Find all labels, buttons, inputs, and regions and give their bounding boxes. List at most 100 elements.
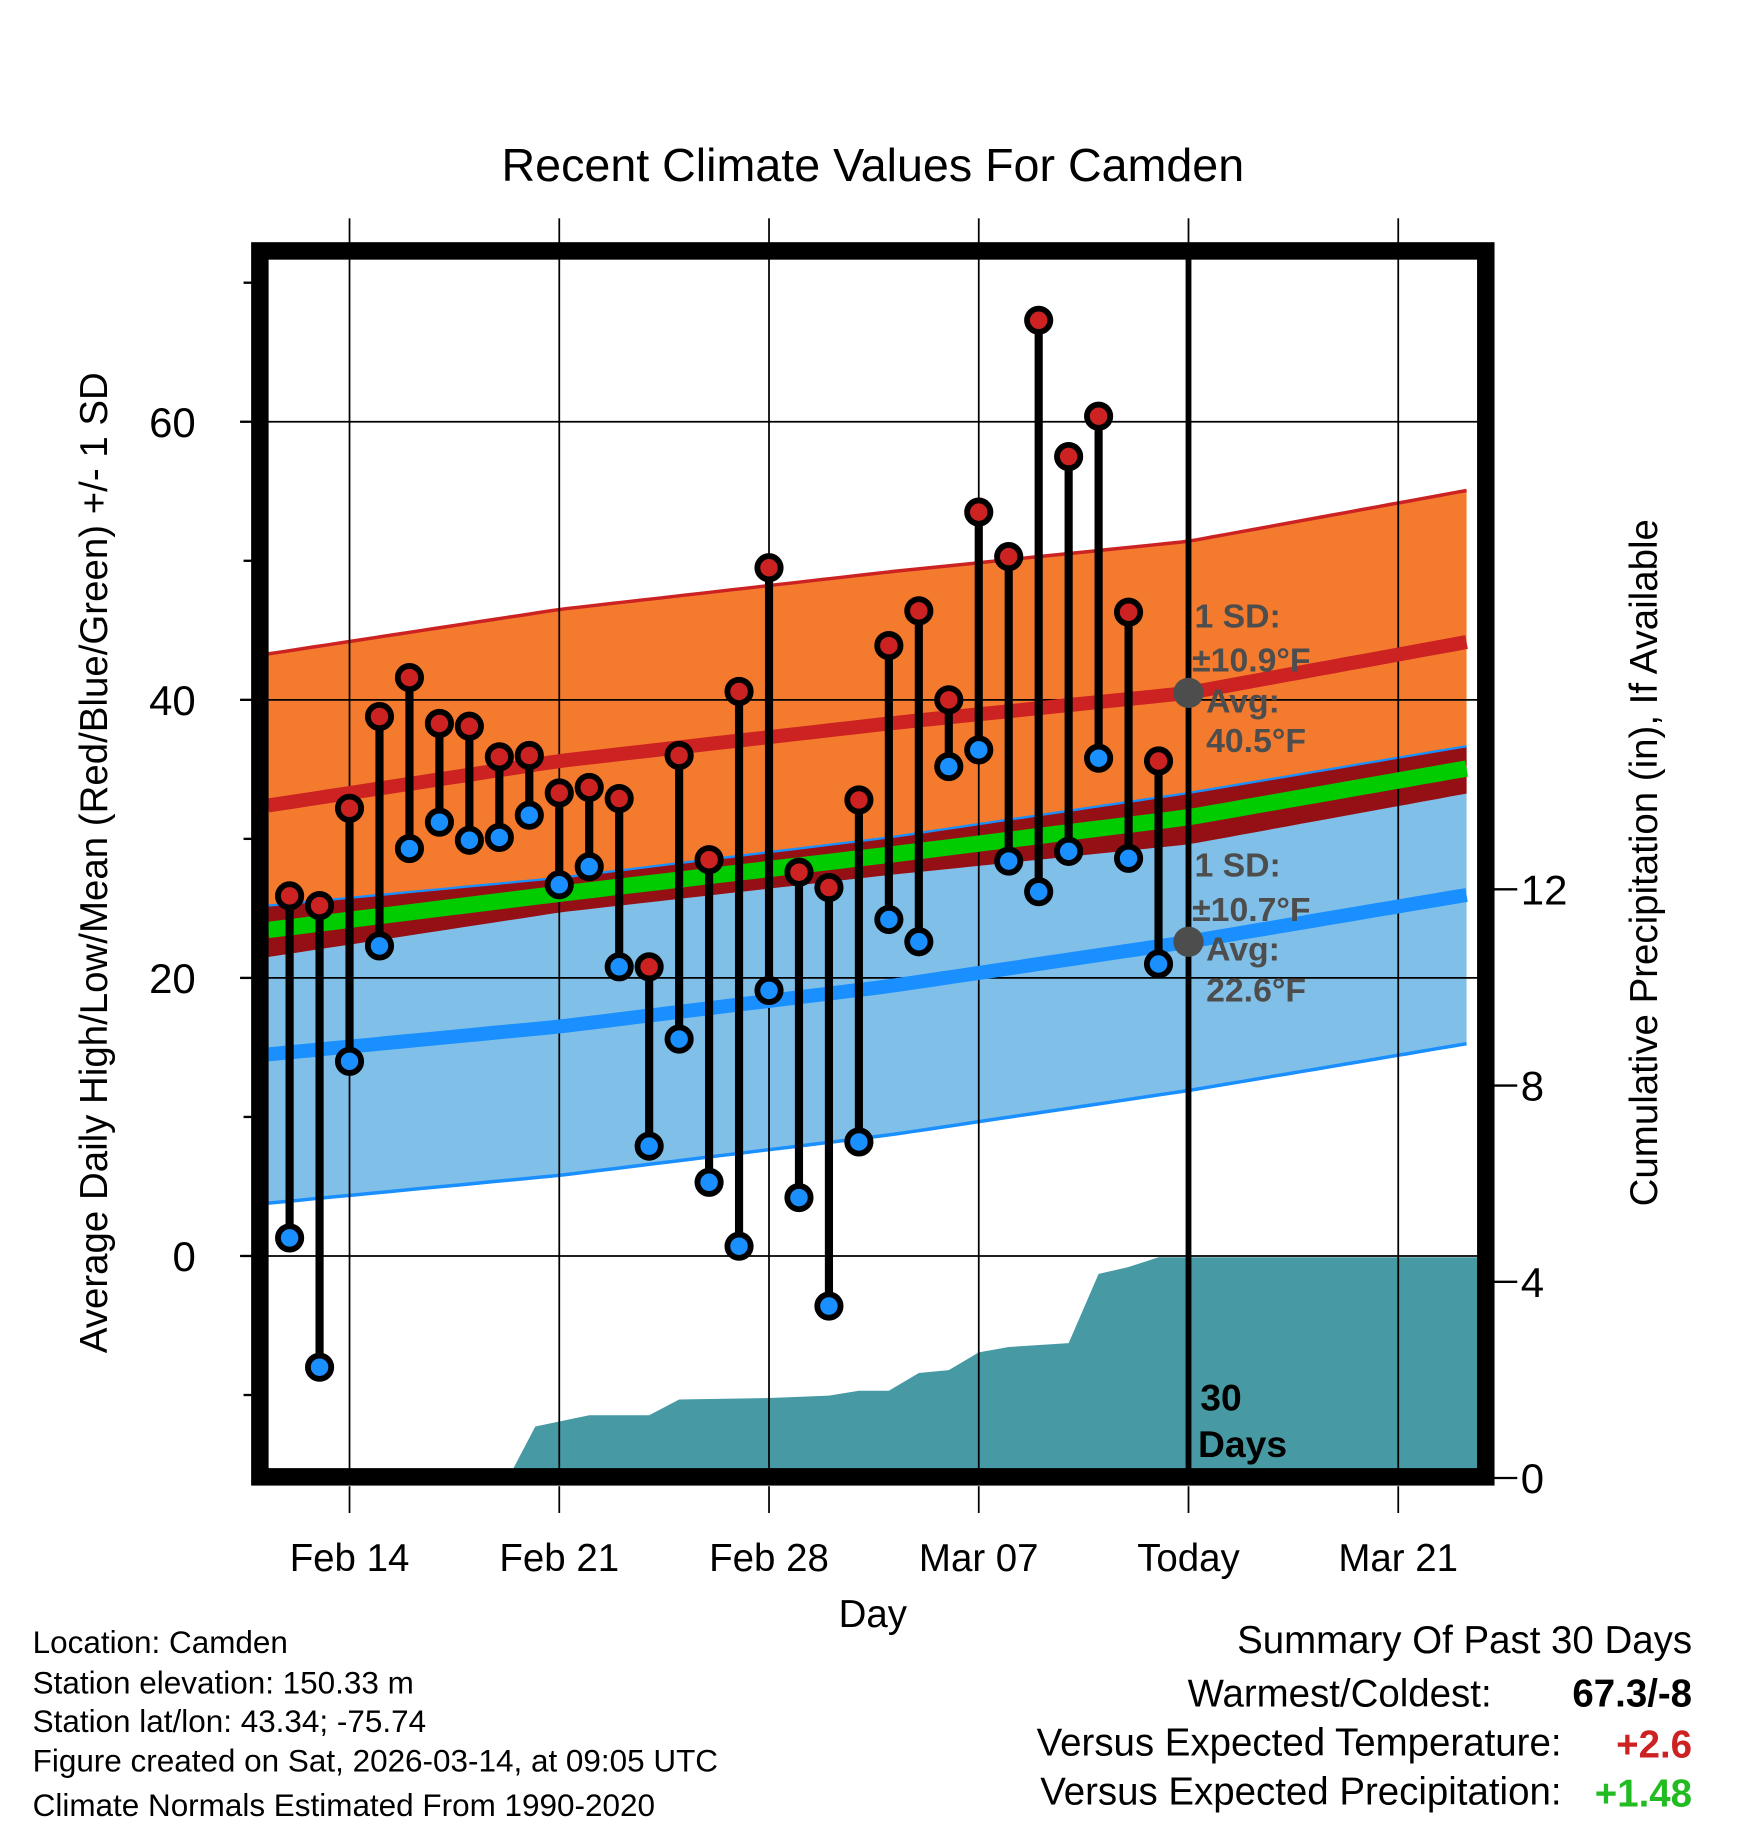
daily-high-point [1084, 401, 1114, 431]
daily-high-point [424, 708, 454, 739]
x-axis-label: Day [839, 1593, 908, 1636]
summary: Summary Of Past 30 Days Warmest/Coldest:… [1037, 1619, 1692, 1816]
y2-tick-label: 0 [1521, 1455, 1544, 1502]
daily-high-point [844, 785, 874, 815]
plot-frame [251, 242, 1495, 1486]
daily-low-point [1143, 949, 1174, 979]
daily-high-point [1114, 597, 1144, 627]
daily-high-point [754, 553, 784, 583]
daily-low-point [904, 927, 934, 957]
daily-high-point [544, 778, 574, 808]
info-latlon: Station lat/lon: 43.34; -75.74 [33, 1704, 426, 1739]
high-sd-label: 1 SD: [1194, 597, 1280, 635]
daily-low-point [1114, 843, 1144, 873]
high-sd-value: ±10.9°F [1192, 642, 1310, 680]
low-sd-upper-line [268, 745, 1467, 907]
y-tick-label: 20 [149, 955, 196, 1002]
daily-high-point [1054, 441, 1084, 472]
daily-high-point [724, 676, 754, 707]
x-tick-label: Feb 21 [499, 1537, 619, 1580]
low-sd-label: 1 SD: [1194, 847, 1280, 885]
y2-tick-label: 4 [1521, 1259, 1544, 1306]
summary-warmest-label: Warmest/Coldest: [1188, 1672, 1492, 1715]
daily-low-point [874, 904, 904, 935]
daily-low-point [1054, 836, 1084, 866]
high-avg-marker [1173, 677, 1204, 709]
daily-low-point [994, 846, 1024, 876]
daily-low-point [784, 1183, 814, 1213]
daily-high-point [634, 952, 664, 982]
y2-tick-label: 12 [1521, 866, 1568, 913]
y-tick-label: 0 [172, 1233, 195, 1280]
daily-high-point [1143, 746, 1174, 776]
daily-high-point [1024, 305, 1054, 335]
summary-temp-value: +2.6 [1616, 1724, 1692, 1767]
daily-low-point [604, 952, 634, 982]
daily-low-point [574, 852, 604, 882]
daily-low-point [634, 1131, 664, 1161]
daily-low-point [454, 825, 484, 855]
x-tick-label: Mar 07 [919, 1537, 1039, 1580]
y2-axis-label: Cumulative Precipitation (in), If Availa… [1623, 519, 1666, 1206]
x-tick-label: Mar 21 [1338, 1537, 1458, 1580]
daily-low-point [664, 1024, 694, 1054]
y2-tick-label: 8 [1521, 1063, 1544, 1110]
y-axis-label: Average Daily High/Low/Mean (Red/Blue/Gr… [73, 372, 116, 1353]
daily-low-point [694, 1167, 724, 1197]
daily-low-point [964, 735, 994, 765]
daily-low-point [544, 870, 574, 900]
daily-low-point [364, 931, 395, 961]
daily-low-point [275, 1223, 305, 1253]
days-count-unit: Days [1198, 1423, 1287, 1465]
days-count-label: 30 [1200, 1376, 1241, 1418]
daily-high-point [454, 711, 484, 741]
x-tick-label: Feb 14 [290, 1537, 410, 1580]
summary-title: Summary Of Past 30 Days [1237, 1619, 1692, 1662]
station-info: Location: Camden Station elevation: 150.… [33, 1625, 718, 1823]
mean-normal-line [268, 760, 1468, 939]
daily-low-point [514, 800, 544, 830]
daily-high-point [664, 740, 694, 771]
x-tick-label: Today [1137, 1537, 1240, 1580]
daily-high-point [964, 497, 994, 527]
info-elevation: Station elevation: 150.33 m [33, 1666, 414, 1701]
low-normal-line [268, 888, 1468, 1062]
daily-low-point [304, 1352, 335, 1382]
daily-high-point [994, 542, 1024, 572]
low-avg-marker [1173, 926, 1204, 957]
y-tick-label: 40 [149, 677, 196, 724]
plot-area [268, 259, 1478, 1469]
info-created: Figure created on Sat, 2026-03-14, at 09… [33, 1744, 718, 1779]
low-avg-value: 22.6°F [1206, 971, 1306, 1009]
daily-high-point [904, 596, 934, 626]
daily-high-point [394, 663, 425, 693]
high-sd-upper-line [268, 488, 1467, 656]
daily-high-point [364, 701, 395, 732]
chart-title: Recent Climate Values For Camden [502, 139, 1245, 191]
low-avg-label: Avg: [1206, 931, 1280, 969]
daily-low-point [1024, 877, 1054, 907]
daily-low-point [724, 1231, 754, 1261]
daily-low-point [844, 1127, 874, 1157]
daily-high-point [484, 742, 514, 772]
daily-high-point [334, 793, 365, 823]
info-location: Location: Camden [33, 1625, 288, 1660]
daily-high-point [275, 881, 305, 911]
summary-precip-label: Versus Expected Precipitation: [1040, 1770, 1561, 1813]
daily-high-point [934, 685, 964, 715]
daily-low-point [934, 751, 964, 782]
daily-low-point [424, 807, 454, 837]
daily-low-point [1084, 743, 1114, 773]
precip-area [513, 1257, 1478, 1469]
daily-low-point [394, 834, 425, 864]
low-sd-band [268, 746, 1467, 1204]
daily-high-point [784, 857, 814, 887]
info-normals: Climate Normals Estimated From 1990-2020 [33, 1788, 655, 1823]
daily-high-point [304, 891, 335, 921]
y-tick-label: 60 [149, 399, 196, 446]
daily-high-point [604, 783, 634, 814]
daily-high-point [814, 872, 844, 903]
daily-high-point [574, 772, 604, 802]
